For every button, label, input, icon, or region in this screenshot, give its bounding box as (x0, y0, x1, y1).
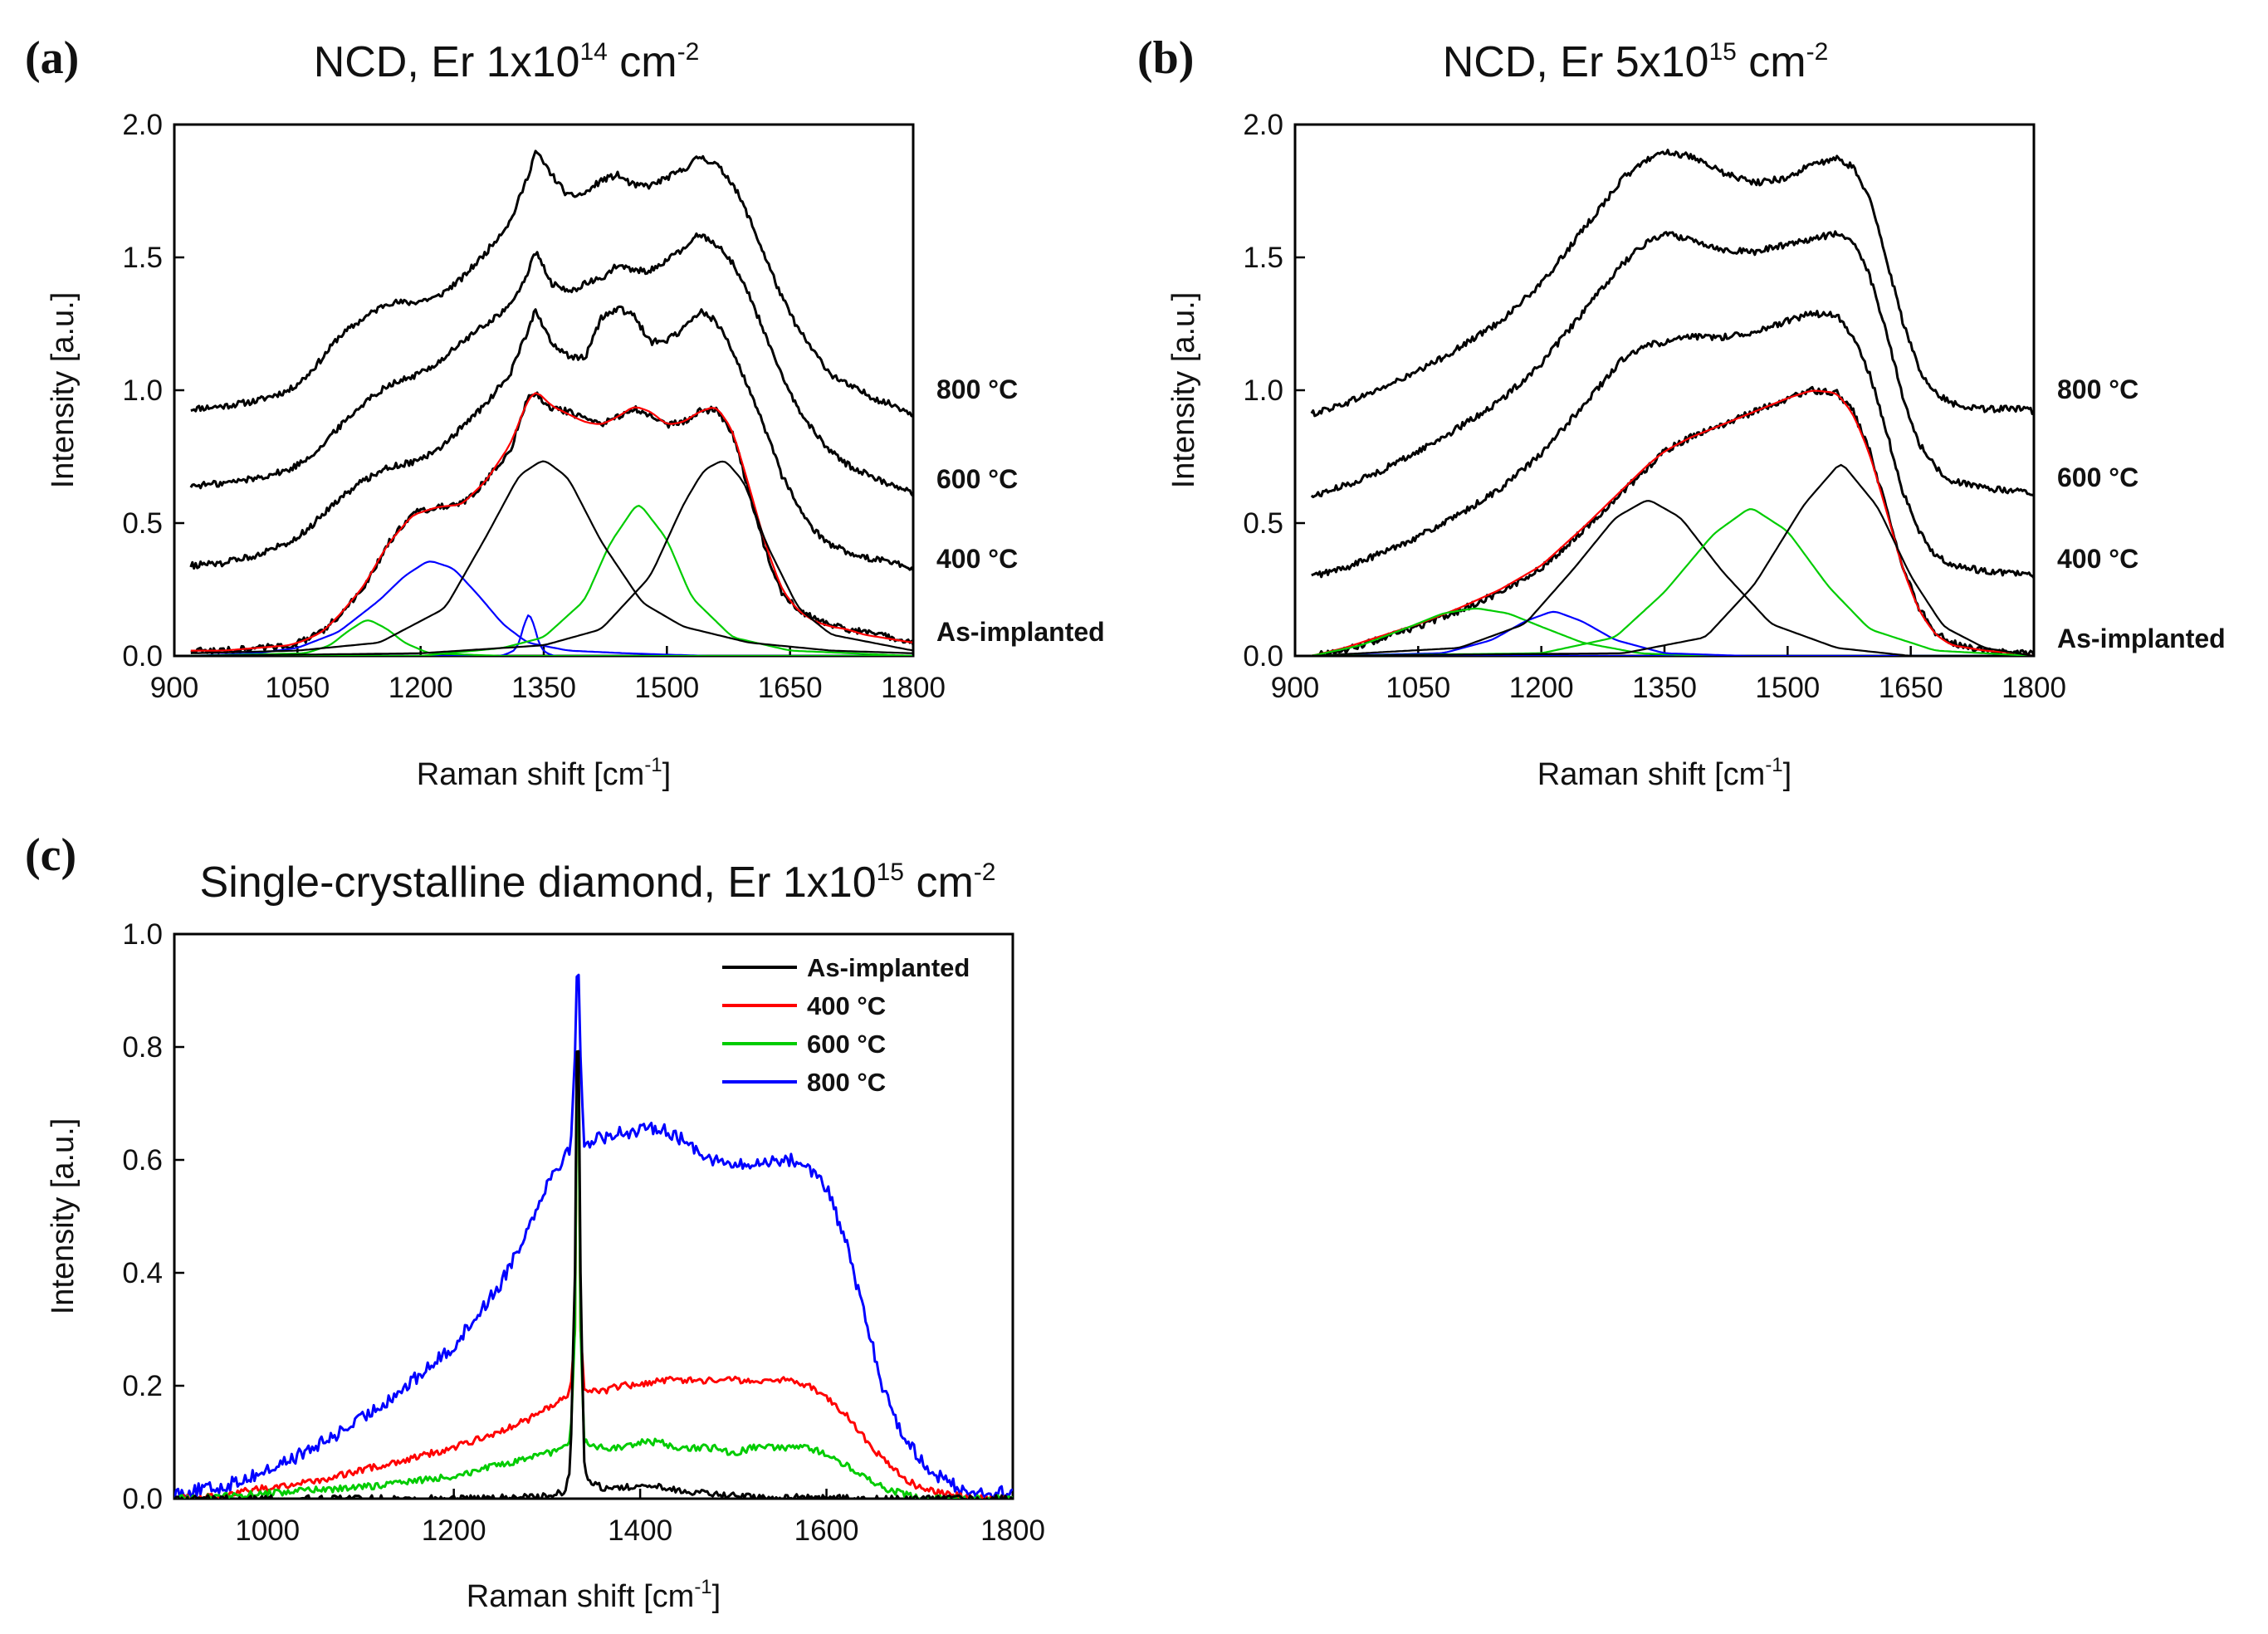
y-tick-label-b-4: 2.0 (1243, 109, 1283, 141)
chart-title-c: Single-crystalline diamond, Er 1x1015 cm… (200, 859, 996, 907)
y-tick-label-a-1: 0.5 (122, 507, 163, 540)
series-b-8 (1311, 500, 2033, 656)
y-axis-label-c: Intensity [a.u.] (46, 1118, 81, 1315)
x-axis-label-b: Raman shift [cm-1] (1537, 754, 1791, 792)
y-tick-label-c-0: 0.0 (122, 1483, 163, 1515)
series-label-b-0: 800 °C (2057, 374, 2138, 404)
series-a-6 (190, 614, 912, 656)
series-b-7 (1311, 610, 2033, 656)
series-c-1 (178, 1084, 1013, 1499)
series-a-9 (190, 460, 912, 654)
series-c-3 (174, 1049, 1013, 1499)
series-label-b-3: As-implanted (2057, 624, 2226, 653)
x-tick-label-c-1: 1200 (422, 1514, 486, 1547)
series-a-8 (190, 504, 913, 656)
x-tick-label-a-2: 1200 (389, 672, 453, 704)
chart-title-b: NCD, Er 5x1015 cm-2 (1443, 38, 1829, 86)
chart-panel-a: NCD, Er 1x1014 cm-2 900 1050 1200 1350 1500 1… (46, 38, 1105, 792)
panel-label-c: (c) (25, 829, 76, 881)
x-tick-label-c-4: 1800 (980, 1514, 1045, 1547)
legend-label-3: 800 °C (807, 1068, 886, 1097)
y-tick-label-a-2: 1.0 (122, 374, 163, 407)
series-a-10 (190, 460, 913, 656)
x-tick-label-a-4: 1500 (634, 672, 699, 704)
series-a-1 (189, 232, 913, 497)
x-tick-label-b-6: 1800 (2002, 672, 2066, 704)
y-tick-label-a-4: 2.0 (122, 109, 163, 141)
legend-label-1: 400 °C (807, 991, 886, 1020)
x-tick-label-a-1: 1050 (265, 672, 330, 704)
panel-label-b: (b) (1137, 32, 1194, 84)
series-b-2 (1311, 310, 2034, 580)
x-tick-label-b-4: 1500 (1755, 672, 1820, 704)
x-tick-label-a-0: 900 (150, 672, 198, 704)
x-tick-label-b-2: 1200 (1509, 672, 1574, 704)
legend-label-2: 600 °C (807, 1030, 886, 1059)
x-tick-label-c-3: 1600 (794, 1514, 859, 1547)
y-tick-label-c-3: 0.6 (122, 1144, 163, 1177)
y-axis-label-b: Intensity [a.u.] (1166, 292, 1201, 489)
y-tick-label-c-5: 1.0 (122, 918, 163, 951)
chart-panel-b: NCD, Er 5x1015 cm-2 900 1050 1200 1350 1500 1… (1166, 38, 2226, 792)
series-b-6 (1311, 607, 2033, 656)
y-tick-label-b-3: 1.5 (1243, 242, 1283, 274)
y-tick-label-a-3: 1.5 (122, 242, 163, 274)
legend-label-0: As-implanted (807, 953, 970, 982)
plot-frame-c (173, 932, 1014, 1500)
x-axis-label-c: Raman shift [cm-1] (467, 1576, 721, 1614)
series-label-b-1: 600 °C (2057, 462, 2138, 492)
y-tick-label-c-4: 0.8 (122, 1031, 163, 1064)
y-tick-label-c-1: 0.2 (122, 1370, 163, 1402)
x-tick-label-b-5: 1650 (1879, 672, 1943, 704)
y-tick-label-b-1: 0.5 (1243, 507, 1283, 540)
series-label-a-1: 600 °C (936, 464, 1018, 494)
x-tick-label-b-0: 900 (1271, 672, 1319, 704)
series-b-1 (1310, 230, 2034, 499)
y-tick-label-b-0: 0.0 (1243, 640, 1283, 673)
series-label-b-2: 400 °C (2057, 544, 2138, 574)
x-tick-label-a-3: 1350 (511, 672, 576, 704)
series-c-2 (174, 1084, 1013, 1499)
y-tick-label-c-2: 0.4 (122, 1257, 163, 1289)
x-axis-label-a: Raman shift [cm-1] (417, 754, 671, 792)
chart-panel-c: Single-crystalline diamond, Er 1x1015 cm… (46, 859, 1045, 1614)
series-a-5 (190, 560, 912, 656)
series-label-a-3: As-implanted (936, 617, 1105, 647)
y-tick-label-b-2: 1.0 (1243, 374, 1283, 407)
series-label-a-0: 800 °C (936, 374, 1018, 404)
x-tick-label-c-0: 1000 (235, 1514, 300, 1547)
x-tick-label-b-3: 1350 (1632, 672, 1697, 704)
series-a-7 (190, 619, 912, 656)
panel-label-a: (a) (25, 32, 79, 84)
y-axis-label-a: Intensity [a.u.] (46, 292, 81, 489)
series-a-4 (190, 392, 913, 652)
series-a-0 (190, 149, 913, 418)
series-b-10 (1311, 463, 2034, 656)
x-tick-label-a-6: 1800 (881, 672, 946, 704)
chart-title-a: NCD, Er 1x1014 cm-2 (314, 38, 700, 86)
series-label-a-2: 400 °C (936, 544, 1018, 574)
series-b-0 (1310, 149, 2034, 418)
series-c-0 (174, 973, 1013, 1499)
x-tick-label-b-1: 1050 (1386, 672, 1450, 704)
y-tick-label-a-0: 0.0 (122, 640, 163, 673)
x-tick-label-a-5: 1650 (758, 672, 823, 704)
series-a-2 (189, 305, 913, 571)
x-tick-label-c-2: 1400 (608, 1514, 672, 1547)
